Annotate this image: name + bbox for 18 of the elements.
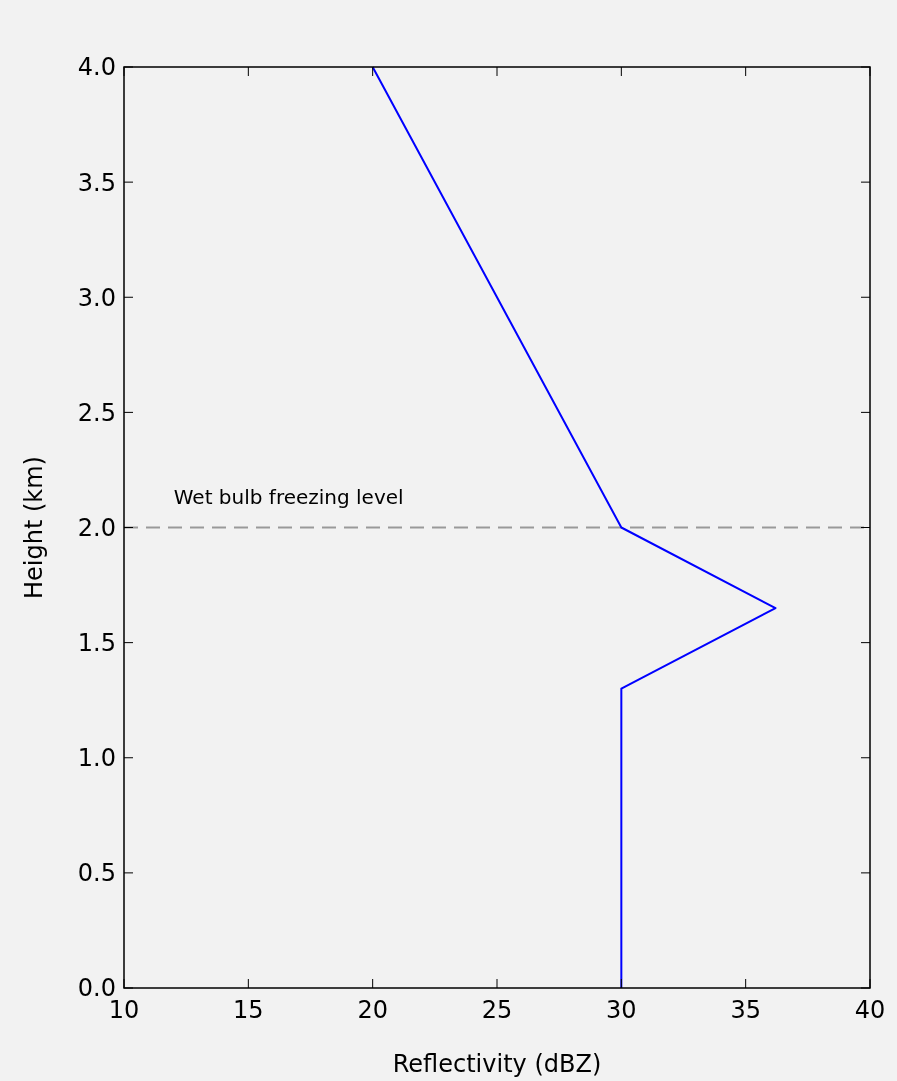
y-axis-title: Height (km)	[20, 456, 48, 599]
y-tick-label: 4.0	[77, 53, 116, 82]
x-tick-label: 25	[481, 996, 513, 1024]
y-tick-label: 3.0	[77, 283, 116, 312]
y-tick-label: 0.5	[77, 859, 116, 888]
y-tick-label: 1.5	[77, 629, 116, 658]
x-tick-label: 40	[854, 996, 886, 1024]
x-tick-label: 35	[730, 996, 761, 1024]
x-tick-label: 15	[233, 996, 264, 1024]
x-axis-title: Reflectivity (dBZ)	[392, 1050, 602, 1078]
x-tick-label: 30	[606, 996, 637, 1024]
y-tick-label: 2.5	[77, 398, 116, 427]
y-tick-label: 2.0	[77, 513, 116, 542]
ref-line-label: Wet bulb freezing level	[173, 484, 404, 509]
x-tick-label: 10	[108, 996, 140, 1024]
y-tick-label: 3.5	[77, 168, 116, 197]
y-tick-label: 1.0	[77, 744, 116, 773]
x-tick-label: 20	[357, 996, 388, 1024]
